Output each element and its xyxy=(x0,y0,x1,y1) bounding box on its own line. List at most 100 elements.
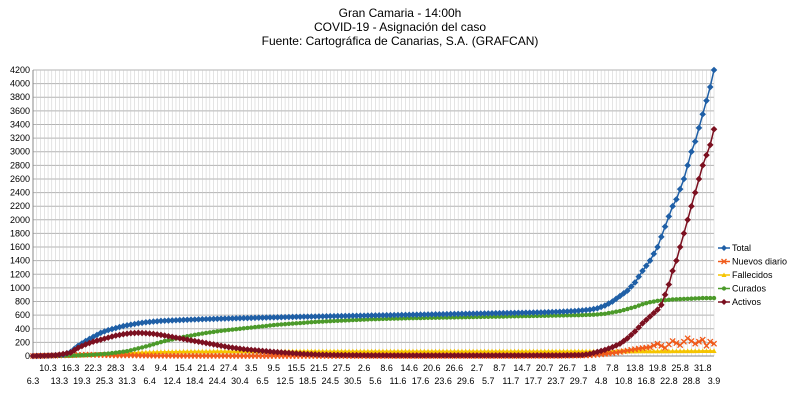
y-tick-label: 2000 xyxy=(10,215,30,225)
data-point-curados xyxy=(125,349,129,353)
legend-marker-activos xyxy=(721,299,727,305)
x-tick-label-bottom: 29.7 xyxy=(570,376,588,386)
data-point-curados xyxy=(260,324,264,328)
data-point-curados xyxy=(245,326,249,330)
y-tick-label: 3800 xyxy=(10,92,30,102)
data-point-curados xyxy=(324,319,328,323)
x-tick-label-top: 22.3 xyxy=(84,363,102,373)
x-tick-label-bottom: 6.4 xyxy=(143,376,156,386)
data-point-curados xyxy=(196,332,200,336)
chart-title: Gran Camaria - 14:00hCOVID-19 - Asignaci… xyxy=(262,6,539,48)
data-point-curados xyxy=(91,352,95,356)
data-point-curados xyxy=(80,353,84,357)
x-tick-label-bottom: 16.8 xyxy=(638,376,656,386)
data-point-curados xyxy=(83,353,87,357)
x-tick-label-bottom: 3.9 xyxy=(708,376,721,386)
data-point-curados xyxy=(283,322,287,326)
x-tick-label-top: 28.3 xyxy=(107,363,125,373)
data-point-curados xyxy=(298,321,302,325)
data-point-curados xyxy=(234,327,238,331)
x-tick-label-bottom: 11.6 xyxy=(390,376,407,386)
data-point-curados xyxy=(610,310,614,314)
data-point-curados xyxy=(102,352,106,356)
data-point-curados xyxy=(667,298,671,302)
y-tick-label: 400 xyxy=(15,324,30,334)
data-point-curados xyxy=(313,320,317,324)
x-tick-label-bottom: 18.5 xyxy=(299,376,317,386)
x-tick-label-top: 3.4 xyxy=(132,363,145,373)
legend-label-curados: Curados xyxy=(732,284,767,294)
data-point-curados xyxy=(614,310,618,314)
x-tick-label-bottom: 31.3 xyxy=(118,376,136,386)
x-tick-label-top: 27.5 xyxy=(333,363,351,373)
x-tick-label-top: 8.6 xyxy=(380,363,393,373)
data-point-curados xyxy=(208,330,212,334)
data-point-curados xyxy=(72,353,76,357)
data-point-curados xyxy=(211,330,215,334)
data-point-curados xyxy=(87,353,91,357)
x-tick-label-top: 2.6 xyxy=(358,363,371,373)
x-tick-label-top: 8.7 xyxy=(493,363,506,373)
data-point-curados xyxy=(682,297,686,301)
data-point-curados xyxy=(633,305,637,309)
x-tick-label-bottom: 4.8 xyxy=(595,376,608,386)
data-point-curados xyxy=(95,352,99,356)
data-point-curados xyxy=(223,328,227,332)
x-tick-label-top: 2.7 xyxy=(471,363,484,373)
data-point-curados xyxy=(640,302,644,306)
legend-label-total: Total xyxy=(732,243,751,253)
x-tick-label-bottom: 24.4 xyxy=(209,376,227,386)
data-point-curados xyxy=(279,322,283,326)
y-tick-label: 3200 xyxy=(10,133,30,143)
y-tick-label: 1400 xyxy=(10,256,30,266)
y-axis: 0200400600800100012001400160018002000220… xyxy=(10,65,30,361)
data-point-curados xyxy=(588,313,592,317)
data-point-curados xyxy=(99,352,103,356)
x-tick-label-bottom: 13.3 xyxy=(51,376,69,386)
data-point-curados xyxy=(606,311,610,315)
data-point-curados xyxy=(652,299,656,303)
y-tick-label: 1000 xyxy=(10,283,30,293)
x-tick-label-bottom: 6.3 xyxy=(27,376,40,386)
x-tick-label-top: 9.4 xyxy=(155,363,168,373)
data-point-curados xyxy=(114,350,118,354)
data-point-curados xyxy=(249,325,253,329)
y-tick-label: 4200 xyxy=(10,65,30,75)
data-point-curados xyxy=(268,323,272,327)
legend-label-nuevos-diario: Nuevos diario xyxy=(732,257,787,267)
chart-title-line: Fuente: Cartográfica de Canarias, S.A. (… xyxy=(262,34,539,48)
x-tick-label-bottom: 18.4 xyxy=(186,376,204,386)
x-tick-label-bottom: 30.4 xyxy=(231,376,249,386)
y-tick-label: 2400 xyxy=(10,188,30,198)
data-point-curados xyxy=(701,296,705,300)
data-point-curados xyxy=(621,308,625,312)
x-tick-label-bottom: 30.5 xyxy=(344,376,362,386)
data-point-curados xyxy=(106,351,110,355)
x-axis: 10.3 16.3 22.3 28.3 3.4 9.4 15.4 21.4 27.4 3.5 9.5… xyxy=(27,363,721,386)
data-point-curados xyxy=(599,312,603,316)
x-tick-label-top: 20.6 xyxy=(423,363,441,373)
x-tick-label-top: 26.6 xyxy=(446,363,464,373)
data-point-curados xyxy=(162,339,166,343)
y-tick-label: 1600 xyxy=(10,242,30,252)
data-point-curados xyxy=(644,301,648,305)
data-point-curados xyxy=(121,350,125,354)
x-tick-label-top: 9.5 xyxy=(268,363,281,373)
data-point-curados xyxy=(302,321,306,325)
x-tick-label-top: 10.3 xyxy=(39,363,57,373)
y-tick-label: 1800 xyxy=(10,228,30,238)
data-point-curados xyxy=(238,327,242,331)
data-point-curados xyxy=(159,340,163,344)
x-tick-label-bottom: 25.3 xyxy=(96,376,114,386)
x-tick-label-top: 7.8 xyxy=(606,363,619,373)
data-point-curados xyxy=(204,331,208,335)
data-point-curados xyxy=(290,321,294,325)
x-tick-label-top: 26.7 xyxy=(558,363,576,373)
y-tick-label: 200 xyxy=(15,337,30,347)
y-tick-label: 3000 xyxy=(10,147,30,157)
data-point-curados xyxy=(625,307,629,311)
data-point-curados xyxy=(305,320,309,324)
data-point-curados xyxy=(320,319,324,323)
data-point-curados xyxy=(155,341,159,345)
